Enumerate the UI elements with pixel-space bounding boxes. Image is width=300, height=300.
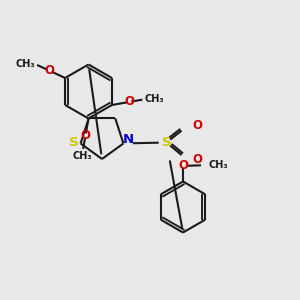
Text: O: O — [44, 64, 54, 77]
Text: O: O — [192, 153, 202, 167]
Text: O: O — [178, 159, 188, 172]
Text: O: O — [124, 95, 134, 109]
Text: S: S — [69, 136, 79, 149]
Text: CH₃: CH₃ — [208, 160, 228, 170]
Text: N: N — [123, 134, 134, 146]
Text: S: S — [162, 136, 171, 149]
Text: O: O — [192, 119, 202, 133]
Text: O: O — [80, 129, 91, 142]
Text: CH₃: CH₃ — [144, 94, 164, 104]
Text: CH₃: CH₃ — [16, 59, 35, 69]
Text: CH₃: CH₃ — [73, 151, 93, 161]
